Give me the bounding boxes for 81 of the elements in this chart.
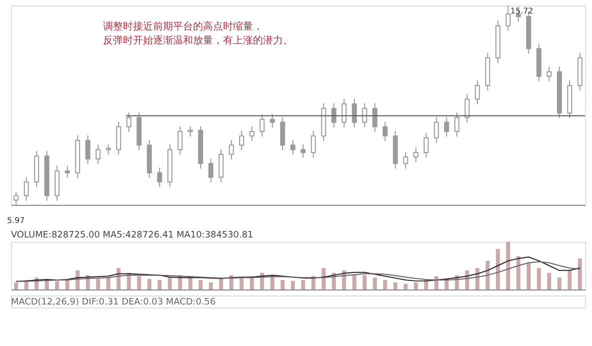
candlestick bbox=[96, 144, 101, 164]
bar bbox=[116, 268, 121, 290]
candlestick bbox=[362, 102, 368, 128]
candlestick bbox=[454, 112, 460, 138]
candlestick bbox=[424, 132, 429, 158]
bar bbox=[65, 280, 70, 290]
candlestick bbox=[116, 121, 122, 156]
bar bbox=[547, 272, 552, 290]
candlestick bbox=[239, 130, 244, 151]
candlestick bbox=[64, 165, 70, 178]
candlestick bbox=[342, 98, 347, 128]
bar bbox=[208, 282, 213, 290]
candlestick bbox=[14, 191, 19, 206]
bar bbox=[55, 280, 60, 290]
candlestick bbox=[218, 148, 224, 183]
candlestick bbox=[208, 158, 214, 183]
bar bbox=[14, 282, 18, 290]
bar bbox=[496, 248, 500, 290]
chart-title: VOLUME:828725.00 MA5:428726.41 MA10:384530.81 bbox=[10, 230, 254, 241]
bar bbox=[414, 282, 418, 290]
bar bbox=[578, 258, 582, 290]
candlestick bbox=[188, 126, 193, 138]
candlestick bbox=[157, 167, 162, 188]
bar bbox=[240, 278, 244, 290]
text: 5.97 bbox=[6, 216, 25, 225]
bar bbox=[290, 280, 295, 290]
bar bbox=[106, 278, 110, 290]
bar bbox=[198, 280, 203, 290]
candlestick bbox=[270, 114, 275, 128]
bar bbox=[404, 284, 408, 290]
bar bbox=[516, 256, 520, 290]
candlestick bbox=[434, 116, 439, 144]
candlestick bbox=[24, 176, 29, 202]
candlestick bbox=[372, 102, 378, 132]
bar bbox=[362, 275, 367, 290]
candlestick bbox=[290, 140, 296, 156]
candlestick bbox=[249, 126, 254, 142]
bar bbox=[506, 242, 510, 290]
bar bbox=[137, 276, 142, 290]
bar bbox=[322, 268, 326, 290]
candlestick bbox=[106, 144, 111, 156]
bar bbox=[158, 280, 162, 290]
candlestick bbox=[413, 146, 418, 163]
bar bbox=[352, 275, 356, 290]
candlestick bbox=[506, 5, 511, 32]
bar bbox=[393, 282, 398, 290]
bar bbox=[434, 276, 438, 290]
bar bbox=[536, 268, 541, 290]
bar bbox=[383, 280, 388, 290]
bar bbox=[568, 270, 572, 290]
candlestick bbox=[178, 126, 183, 156]
bar bbox=[168, 278, 172, 290]
text: MACD(12,26,9) DIF:0.31 DEA:0.03 MACD:0.56 bbox=[10, 297, 216, 308]
bar bbox=[219, 279, 224, 290]
candlestick bbox=[126, 112, 132, 132]
candlestick bbox=[403, 151, 408, 170]
candlestick bbox=[228, 140, 234, 160]
bar bbox=[147, 279, 152, 290]
candlestick bbox=[352, 98, 357, 128]
candlestick bbox=[331, 102, 336, 128]
candlestick bbox=[464, 94, 470, 124]
candlestick bbox=[280, 116, 286, 151]
candlestick bbox=[260, 114, 265, 138]
candlestick bbox=[546, 66, 552, 82]
candlestick bbox=[474, 80, 480, 105]
bar bbox=[301, 280, 306, 290]
annotation: 调整时接近前期平台的高点时缩量， bbox=[102, 20, 263, 32]
candlestick bbox=[382, 121, 388, 142]
bar bbox=[486, 260, 490, 290]
candlestick bbox=[310, 130, 316, 158]
bar bbox=[557, 278, 562, 290]
candlestick bbox=[444, 116, 450, 138]
bar bbox=[280, 280, 285, 290]
bar bbox=[475, 268, 480, 290]
candlestick bbox=[300, 144, 306, 158]
annotation: 15.72 bbox=[510, 6, 534, 16]
candlestick bbox=[85, 134, 90, 164]
annotation: 反弹时开始逐渐温和放量，有上涨的潜力。 bbox=[102, 34, 293, 46]
bar bbox=[372, 278, 377, 290]
bar bbox=[96, 279, 100, 290]
bar bbox=[526, 263, 531, 290]
